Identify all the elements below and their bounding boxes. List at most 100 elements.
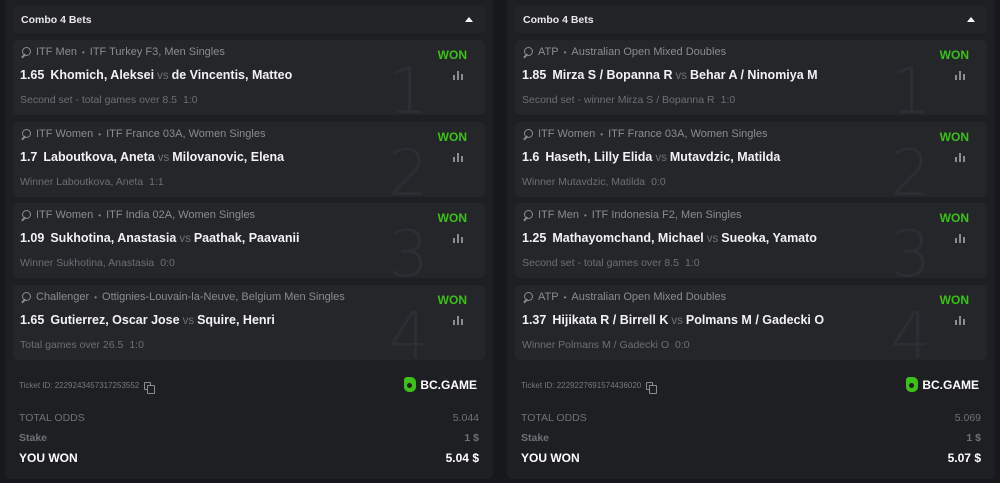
- bar-chart-icon[interactable]: [955, 71, 965, 80]
- brand-name: BC.GAME: [420, 377, 477, 392]
- bet-card: 1 ATP • Australian Open Mixed Doubles 1.…: [515, 40, 987, 115]
- brand-logo: BC.GAME: [404, 377, 477, 392]
- stake-value: 1 $: [464, 432, 479, 444]
- payout-label: YOU WON: [521, 451, 580, 465]
- copy-icon[interactable]: [144, 381, 156, 394]
- tennis-racket-icon: [522, 128, 533, 140]
- stake-row: Stake 1 $: [19, 432, 479, 444]
- home-team: Mirza S / Bopanna R: [552, 68, 673, 82]
- tennis-racket-icon: [20, 46, 31, 58]
- bet-odds: 1.65: [20, 313, 45, 327]
- selection: Winner Polmans M / Gadecki O: [522, 339, 670, 351]
- home-team: Hijikata R / Birrell K: [552, 313, 669, 327]
- league-line: ITF Women • ITF France 03A, Women Single…: [522, 128, 767, 140]
- bet-index: 4: [890, 300, 931, 360]
- bet-card: 2 ITF Women • ITF France 03A, Women Sing…: [515, 122, 987, 197]
- score: 1:0: [183, 94, 198, 106]
- tournament-name: Australian Open Mixed Doubles: [571, 46, 727, 58]
- ticket-id-row: Ticket ID: 2229227691574436020: [521, 381, 658, 394]
- brand-logo: BC.GAME: [906, 377, 979, 392]
- vs-label: vs: [675, 70, 688, 82]
- bet-card: 3 ITF Men • ITF Indonesia F2, Men Single…: [515, 203, 987, 278]
- bet-index: 3: [388, 218, 429, 278]
- bet-odds: 1.65: [20, 68, 45, 82]
- status-badge: WON: [939, 211, 969, 225]
- caret-up-icon[interactable]: [967, 17, 975, 22]
- selection-line: Winner Mutavdzic, Matilda 0:0: [522, 176, 666, 188]
- selection-line: Second set - total games over 8.5 1:0: [522, 257, 700, 269]
- league-name: Challenger: [36, 291, 90, 303]
- league-name: ATP: [538, 291, 559, 303]
- stake-label: Stake: [521, 432, 550, 444]
- bar-chart-icon[interactable]: [955, 153, 965, 162]
- tennis-racket-icon: [522, 291, 533, 303]
- vs-label: vs: [706, 233, 719, 245]
- selection: Second set - winner Mirza S / Bopanna R: [522, 94, 715, 106]
- bet-odds: 1.37: [522, 313, 547, 327]
- selection: Winner Laboutkova, Aneta: [20, 176, 144, 188]
- bar-chart-icon[interactable]: [955, 234, 965, 243]
- score: 1:0: [129, 339, 144, 351]
- away-team: Squire, Henri: [197, 313, 275, 327]
- bet-index: 2: [388, 137, 429, 197]
- vs-label: vs: [655, 152, 667, 164]
- bar-chart-icon[interactable]: [453, 71, 463, 80]
- bet-card: 4 Challenger • Ottignies-Louvain-la-Neuv…: [13, 285, 485, 360]
- selection: Total games over 26.5: [20, 339, 124, 351]
- total-odds-value: 5.044: [452, 412, 479, 424]
- copy-icon[interactable]: [646, 381, 658, 394]
- league-name: ITF Men: [36, 46, 77, 58]
- bar-chart-icon[interactable]: [453, 234, 463, 243]
- home-team: Sukhotina, Anastasia: [50, 231, 177, 245]
- separator-dot: •: [600, 129, 604, 139]
- tournament-name: ITF India 02A, Women Singles: [106, 209, 256, 221]
- ticket-header[interactable]: Combo 4 Bets: [515, 6, 987, 33]
- status-badge: WON: [437, 211, 467, 225]
- match-line: 1.65 Khomich, Aleksei vs de Vincentis, Matt…: [20, 68, 292, 82]
- status-badge: WON: [939, 48, 969, 62]
- bet-odds: 1.09: [20, 231, 45, 245]
- away-team: Mutavdzic, Matilda: [669, 150, 781, 164]
- ticket-id: Ticket ID: 2229243457317253552: [19, 381, 140, 390]
- bar-chart-icon[interactable]: [955, 316, 965, 325]
- home-team: Laboutkova, Aneta: [43, 150, 155, 164]
- home-team: Gutierrez, Oscar Jose: [50, 313, 180, 327]
- score: 0:0: [160, 257, 175, 269]
- ticket-header[interactable]: Combo 4 Bets: [13, 6, 485, 33]
- bet-index: 2: [890, 137, 931, 197]
- payout-row: YOU WON 5.07 $: [521, 451, 981, 465]
- match-line: 1.6 Haseth, Lilly Elida vs Mutavdzic, Matil…: [522, 150, 780, 164]
- status-badge: WON: [437, 293, 467, 307]
- away-team: Behar A / Ninomiya M: [690, 68, 818, 82]
- status-badge: WON: [939, 130, 969, 144]
- payout-label: YOU WON: [19, 451, 78, 465]
- home-team: Haseth, Lilly Elida: [545, 150, 653, 164]
- stake-row: Stake 1 $: [521, 432, 981, 444]
- selection: Second set - total games over 8.5: [522, 257, 680, 269]
- vs-label: vs: [157, 70, 169, 82]
- payout-row: YOU WON 5.04 $: [19, 451, 479, 465]
- selection: Second set - total games over 8.5: [20, 94, 178, 106]
- bet-ticket: Combo 4 Bets 1 ITF Men • ITF Turkey F3, …: [5, 0, 493, 479]
- selection-line: Second set - total games over 8.5 1:0: [20, 94, 198, 106]
- separator-dot: •: [563, 292, 567, 302]
- score: 0:0: [675, 339, 690, 351]
- bar-chart-icon[interactable]: [453, 153, 463, 162]
- league-line: ITF Men • ITF Turkey F3, Men Singles: [20, 46, 225, 58]
- total-odds-label: TOTAL ODDS: [19, 412, 85, 424]
- payout-value: 5.04 $: [445, 451, 479, 465]
- vs-label: vs: [179, 233, 191, 245]
- bar-chart-icon[interactable]: [453, 316, 463, 325]
- separator-dot: •: [583, 210, 587, 220]
- total-odds-row: TOTAL ODDS 5.069: [521, 412, 981, 424]
- selection-line: Total games over 26.5 1:0: [20, 339, 144, 351]
- caret-up-icon[interactable]: [465, 17, 473, 22]
- league-name: ITF Women: [36, 128, 94, 140]
- bet-index: 3: [890, 218, 931, 278]
- league-line: ITF Women • ITF India 02A, Women Singles: [20, 209, 255, 221]
- bet-odds: 1.7: [20, 150, 38, 164]
- bet-odds: 1.25: [522, 231, 547, 245]
- vs-label: vs: [671, 315, 683, 327]
- tennis-racket-icon: [20, 209, 31, 221]
